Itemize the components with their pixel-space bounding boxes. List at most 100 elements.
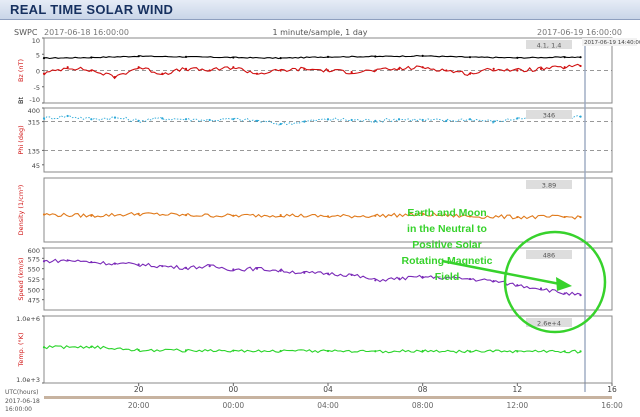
data-point (42, 213, 46, 216)
sampling-label: 1 minute/sample, 1 day (272, 28, 367, 37)
data-point (421, 349, 424, 353)
data-point (279, 69, 282, 72)
data-point (184, 214, 188, 217)
data-point (326, 118, 330, 121)
data-point (468, 350, 472, 353)
data-point (468, 215, 472, 218)
page-title: REAL TIME SOLAR WIND (10, 2, 174, 17)
series-line-bt (43, 54, 581, 60)
data-point (66, 259, 69, 262)
solar-wind-chart: SWPC 2017-06-18 16:00:00 1 minute/sample… (5, 28, 640, 413)
y-tick-label: 550 (28, 266, 40, 274)
data-point (445, 69, 448, 72)
y-tick-label: 1.0e+3 (16, 376, 40, 384)
data-point (279, 349, 282, 353)
data-point (208, 265, 211, 268)
data-point (563, 350, 566, 353)
annotation-line: Earth and Moon (407, 207, 487, 219)
readout-box (526, 180, 572, 189)
data-point (161, 117, 164, 120)
data-point (184, 266, 188, 269)
readout-value: 4.1, 1.4 (537, 41, 562, 49)
utc-label: UTC(hours) (5, 389, 38, 396)
y-tick-label: 135 (28, 147, 40, 155)
x-tick-label: 04 (323, 385, 333, 394)
data-point (468, 72, 472, 75)
data-point (161, 265, 164, 268)
end-time-label: 2017-06-19 16:00:00 (537, 28, 622, 37)
data-point (516, 350, 519, 353)
y-tick-label: 0 (36, 68, 40, 76)
readout-value: 346 (543, 111, 555, 119)
annotation-line: in the Neutral to (407, 223, 487, 235)
lower-tick-label: 20:00 (128, 401, 150, 410)
data-point (468, 56, 472, 59)
annotation-text: Earth and Moon in the Neutral to Positiv… (392, 205, 502, 285)
data-point (374, 279, 377, 282)
data-point (113, 262, 117, 265)
series-line-density (43, 211, 581, 220)
data-point (303, 67, 306, 70)
x-tick-label: 08 (418, 385, 428, 394)
readout-box (526, 318, 572, 327)
data-point (326, 69, 330, 72)
x-tick-label: 12 (513, 385, 523, 394)
data-point (184, 55, 188, 58)
data-point (563, 56, 566, 59)
readout-value: 486 (543, 251, 555, 259)
data-point (90, 345, 93, 348)
data-point (90, 260, 93, 264)
annotation-line: Positive Solar (412, 239, 482, 251)
data-point (303, 271, 306, 274)
chart-panel-magnetic_field: 10 5 0 -5 -10 Bz (nT) Bt 4.1, 1.4 (17, 37, 613, 104)
data-point (492, 279, 495, 283)
data-point (42, 57, 46, 60)
annotation-circle (441, 230, 607, 334)
series-line-speed (43, 258, 581, 296)
panel-frame (43, 177, 613, 243)
data-point (421, 54, 424, 57)
y-axis-label: Temp. (°K) (17, 332, 25, 367)
data-point (42, 260, 46, 263)
data-point (350, 118, 353, 122)
data-point (137, 212, 140, 215)
y-tick-label: 315 (28, 119, 40, 127)
readout-value: 2.6e+4 (537, 319, 561, 327)
data-point (516, 215, 519, 219)
data-point (137, 55, 140, 58)
y-axis-label: Phi (deg) (17, 125, 25, 154)
y-tick-label: 400 (28, 107, 40, 115)
data-point (374, 69, 377, 72)
chart-panel-density: Density (1/cm³) 3.89 (17, 177, 613, 243)
data-point (113, 75, 117, 79)
data-point (232, 349, 235, 352)
data-point (397, 67, 401, 70)
data-point (232, 214, 235, 217)
x-tick-label: 20 (134, 385, 144, 394)
header-bar: REAL TIME SOLAR WIND (0, 0, 640, 20)
data-point (113, 116, 117, 119)
chart-panel-temperature: 1.0e+6 1.0e+3 Temp. (°K) 2.6e+4 (16, 315, 613, 384)
data-point (184, 349, 188, 352)
data-point (137, 348, 140, 352)
y-tick-label: 600 (28, 247, 40, 255)
cursor-time-box (582, 38, 637, 46)
x-tick-label: 16 (607, 385, 617, 394)
y-tick-label: 1.0e+6 (16, 315, 40, 323)
data-point (516, 284, 519, 287)
y-tick-label: 500 (28, 286, 40, 294)
data-point (374, 119, 377, 122)
annotation-arrow-shaft (441, 259, 561, 286)
data-point (468, 118, 472, 121)
data-point (397, 118, 401, 121)
annotation-arrow-head (556, 277, 572, 291)
y-tick-label: -10 (29, 96, 40, 104)
y-tick-label: 5 (36, 51, 40, 59)
cursor-time: 2017-06-19 14:40:00 (584, 40, 640, 46)
data-point (90, 118, 93, 121)
data-point (445, 276, 448, 279)
time-axis: 2017-06-19 14:40:00 20 00 04 08 12 16 UTC(hours… (5, 38, 640, 413)
data-point (374, 214, 377, 217)
data-point (492, 67, 495, 70)
